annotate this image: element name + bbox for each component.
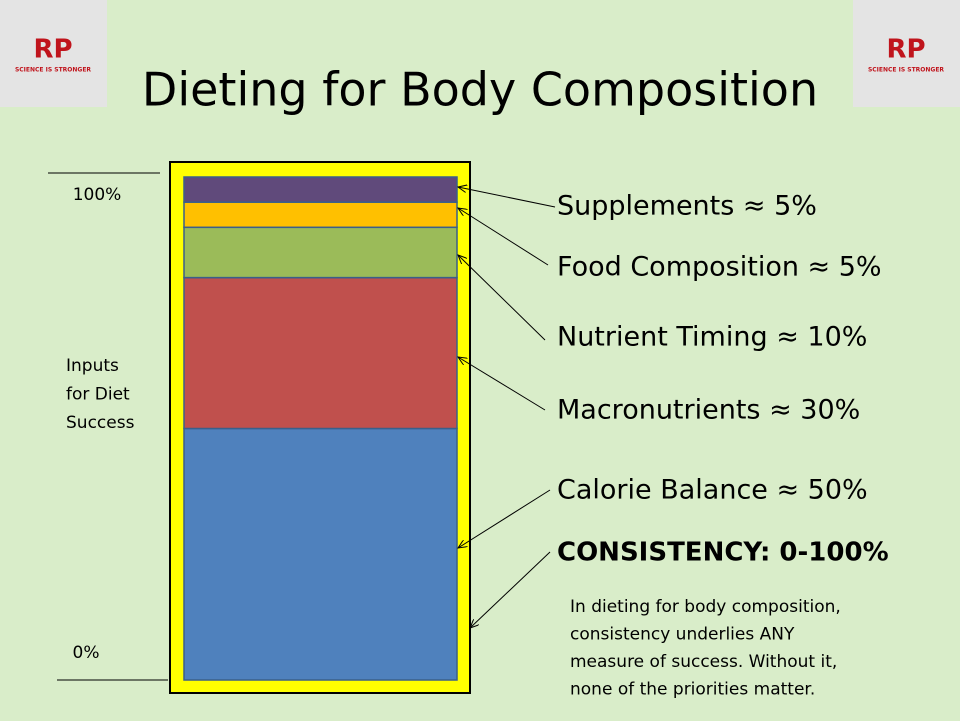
segment-label: Supplements ≈ 5% <box>557 191 817 222</box>
logo-box <box>0 0 107 107</box>
y-tick-label: 100% <box>73 185 122 205</box>
arrow <box>470 551 551 628</box>
logo-mark: RP <box>886 35 925 65</box>
logo-right: RP SCIENCE IS STRONGER <box>853 0 960 107</box>
arrow <box>458 208 549 266</box>
note-line: In dieting for body composition, <box>570 597 841 617</box>
chart-title: Dieting for Body Composition <box>142 63 818 117</box>
segment-label: Calorie Balance ≈ 50% <box>557 475 868 506</box>
bar-segment <box>183 226 458 279</box>
arrow <box>458 255 546 341</box>
logo-tagline: SCIENCE IS STRONGER <box>15 67 91 74</box>
arrow <box>458 489 551 548</box>
arrow <box>458 357 546 411</box>
segment-label: Nutrient Timing ≈ 10% <box>557 322 867 353</box>
logo-left: RP SCIENCE IS STRONGER <box>0 0 107 107</box>
bar-segment <box>183 427 458 681</box>
segment-label: Macronutrients ≈ 30% <box>557 395 860 426</box>
bar-segment <box>183 176 458 203</box>
note-line: consistency underlies ANY <box>570 625 795 645</box>
y-axis-label: Inputs <box>66 356 119 376</box>
note-line: measure of success. Without it, <box>570 652 837 672</box>
logo-box <box>853 0 960 107</box>
logo-mark: RP <box>33 35 72 65</box>
logo-tagline: SCIENCE IS STRONGER <box>868 67 944 74</box>
arrow <box>458 187 556 208</box>
y-axis-label: for Diet <box>66 385 130 405</box>
y-tick-label: 0% <box>73 643 100 663</box>
segment-label: Food Composition ≈ 5% <box>557 252 882 283</box>
bar-segment <box>183 201 458 229</box>
consistency-label: CONSISTENCY: 0-100% <box>557 538 889 568</box>
y-axis-label: Success <box>66 413 135 433</box>
bar-segment <box>183 276 458 430</box>
note-line: none of the priorities matter. <box>570 680 815 700</box>
